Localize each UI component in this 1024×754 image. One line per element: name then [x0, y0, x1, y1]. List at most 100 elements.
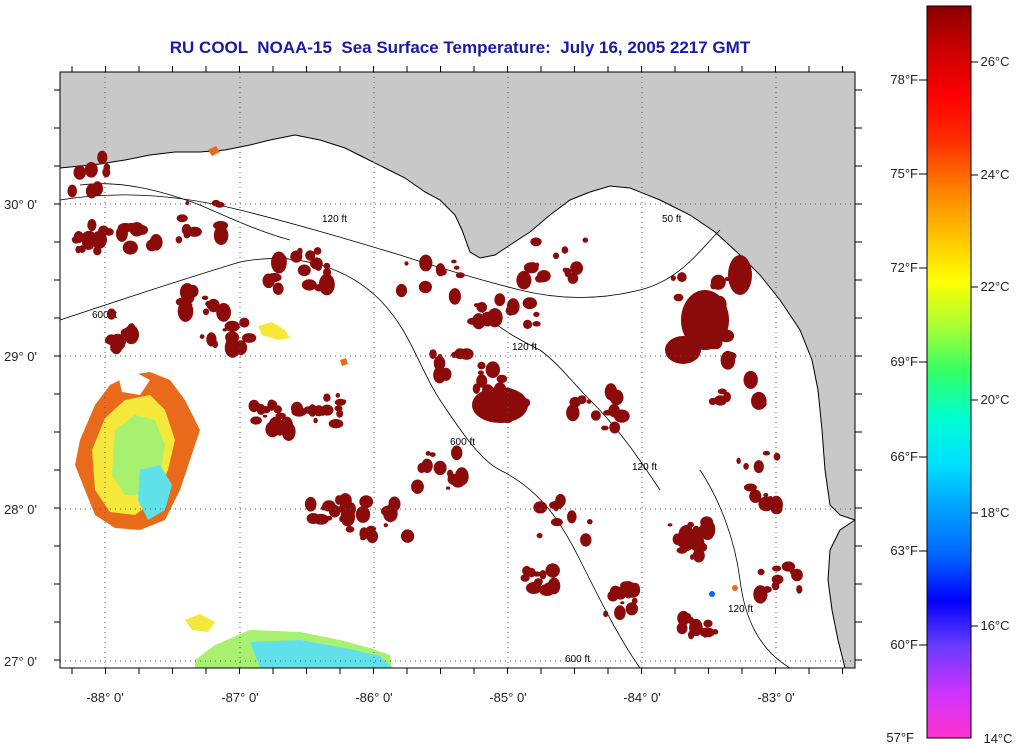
- warm-sst-blob: [743, 370, 758, 389]
- warm-sst-blob: [620, 601, 625, 605]
- warm-sst-blob: [73, 231, 84, 243]
- celsius-label: 16°C: [980, 618, 1009, 633]
- warm-sst-blob: [561, 246, 569, 254]
- warm-sst-blob: [532, 571, 541, 577]
- warm-sst-blob: [494, 293, 506, 307]
- warm-sst-blob: [667, 523, 673, 527]
- warm-sst-blob: [768, 496, 773, 499]
- warm-sst-blob: [320, 505, 327, 511]
- warm-sst-blob: [545, 563, 560, 578]
- warm-sst-blob: [248, 399, 260, 413]
- warm-sst-blob: [255, 402, 261, 408]
- warm-sst-blob: [690, 554, 695, 560]
- warm-sst-blob: [582, 237, 589, 243]
- sst-warm-patches: [67, 150, 803, 640]
- colorbar-fahrenheit-ticks: [919, 79, 927, 646]
- warm-sst-blob: [522, 297, 537, 310]
- contour-label: 600 ft: [565, 654, 590, 665]
- warm-sst-blob: [335, 495, 343, 505]
- warm-sst-blob: [472, 387, 528, 423]
- longitude-label: -83° 0': [757, 690, 794, 705]
- warm-sst-blob: [477, 361, 486, 370]
- warm-sst-blob: [609, 421, 621, 434]
- warm-sst-blob: [505, 305, 516, 316]
- warm-sst-blob: [272, 282, 284, 295]
- warm-sst-blob: [672, 533, 682, 545]
- warm-sst-blob: [753, 460, 764, 474]
- fahrenheit-label: 78°F: [890, 72, 918, 87]
- warm-sst-blob: [736, 457, 741, 464]
- warm-sst-blob: [124, 331, 136, 342]
- warm-sst-blob: [401, 529, 415, 543]
- warm-sst-blob: [614, 605, 626, 621]
- warm-sst-blob: [429, 349, 437, 359]
- warm-sst-blob: [421, 258, 429, 267]
- fahrenheit-label: 63°F: [890, 543, 918, 558]
- warm-sst-blob: [528, 262, 538, 274]
- warm-sst-blob: [720, 350, 736, 370]
- warm-sst-blob: [700, 516, 714, 528]
- colorbar-fahrenheit-labels: 78°F 75°F 72°F 69°F 66°F 63°F 60°F 57°F: [886, 72, 918, 745]
- warm-sst-blob: [395, 283, 408, 298]
- sst-cool-patch-west: [75, 372, 200, 530]
- warm-sst-blob: [614, 586, 627, 600]
- warm-sst-blob: [693, 619, 698, 623]
- warm-sst-blob: [355, 506, 371, 523]
- warm-sst-blob: [587, 519, 593, 525]
- celsius-label: 26°C: [980, 54, 1009, 69]
- celsius-label: 24°C: [980, 167, 1009, 182]
- warm-sst-blob: [323, 267, 332, 277]
- longitude-label: -85° 0': [489, 690, 526, 705]
- warm-sst-blob: [630, 582, 641, 596]
- warm-sst-blob: [688, 630, 695, 640]
- warm-sst-blob: [314, 284, 324, 292]
- warm-sst-blob: [530, 237, 542, 247]
- warm-sst-blob: [723, 391, 731, 403]
- contour-label: 120 ft: [512, 342, 537, 353]
- land-gulf-of-mexico-se-coast: [828, 520, 855, 668]
- warm-sst-blob: [451, 445, 463, 461]
- warm-sst-blob: [692, 525, 700, 534]
- warm-sst-blob: [104, 335, 119, 345]
- warm-sst-blob: [313, 247, 322, 255]
- warm-sst-blob: [241, 333, 257, 343]
- warm-sst-blob: [433, 460, 447, 476]
- warm-sst-blob: [87, 219, 97, 232]
- warm-sst-blob: [762, 450, 771, 456]
- warm-sst-blob: [625, 602, 638, 616]
- warm-sst-blob: [265, 421, 280, 438]
- warm-sst-blob: [715, 284, 721, 290]
- warm-sst-blob: [676, 547, 688, 554]
- warm-sst-blob: [359, 527, 369, 540]
- warm-sst-blob: [275, 412, 286, 419]
- warm-sst-blob: [624, 588, 633, 599]
- warm-sst-blob: [496, 374, 508, 384]
- warm-sst-blob: [323, 393, 331, 402]
- warm-sst-blob: [334, 405, 343, 412]
- warm-sst-blob: [383, 523, 388, 528]
- warm-sst-blob: [81, 230, 97, 246]
- warm-sst-blob: [84, 162, 98, 178]
- warm-sst-blob: [455, 272, 465, 279]
- warm-sst-blob: [549, 500, 564, 510]
- warm-sst-blob: [269, 405, 274, 411]
- warm-sst-blob: [603, 610, 609, 618]
- warm-sst-blob: [552, 252, 560, 260]
- warm-sst-blob: [445, 486, 451, 490]
- land-mass: [60, 72, 855, 520]
- warm-sst-blob: [146, 239, 158, 252]
- warm-sst-blob: [222, 328, 227, 332]
- warm-sst-blob: [177, 300, 194, 322]
- warm-sst-blob: [216, 303, 232, 322]
- warm-sst-blob: [703, 619, 713, 628]
- warm-sst-blob: [699, 627, 715, 638]
- warm-sst-blob: [320, 404, 334, 416]
- warm-sst-blob: [433, 355, 446, 371]
- warm-sst-blob: [345, 526, 355, 533]
- warm-sst-blob: [459, 348, 474, 360]
- warm-sst-blob: [260, 406, 271, 414]
- warm-sst-blob: [301, 279, 317, 291]
- warm-sst-blob: [411, 479, 424, 494]
- warm-sst-blob: [567, 510, 577, 524]
